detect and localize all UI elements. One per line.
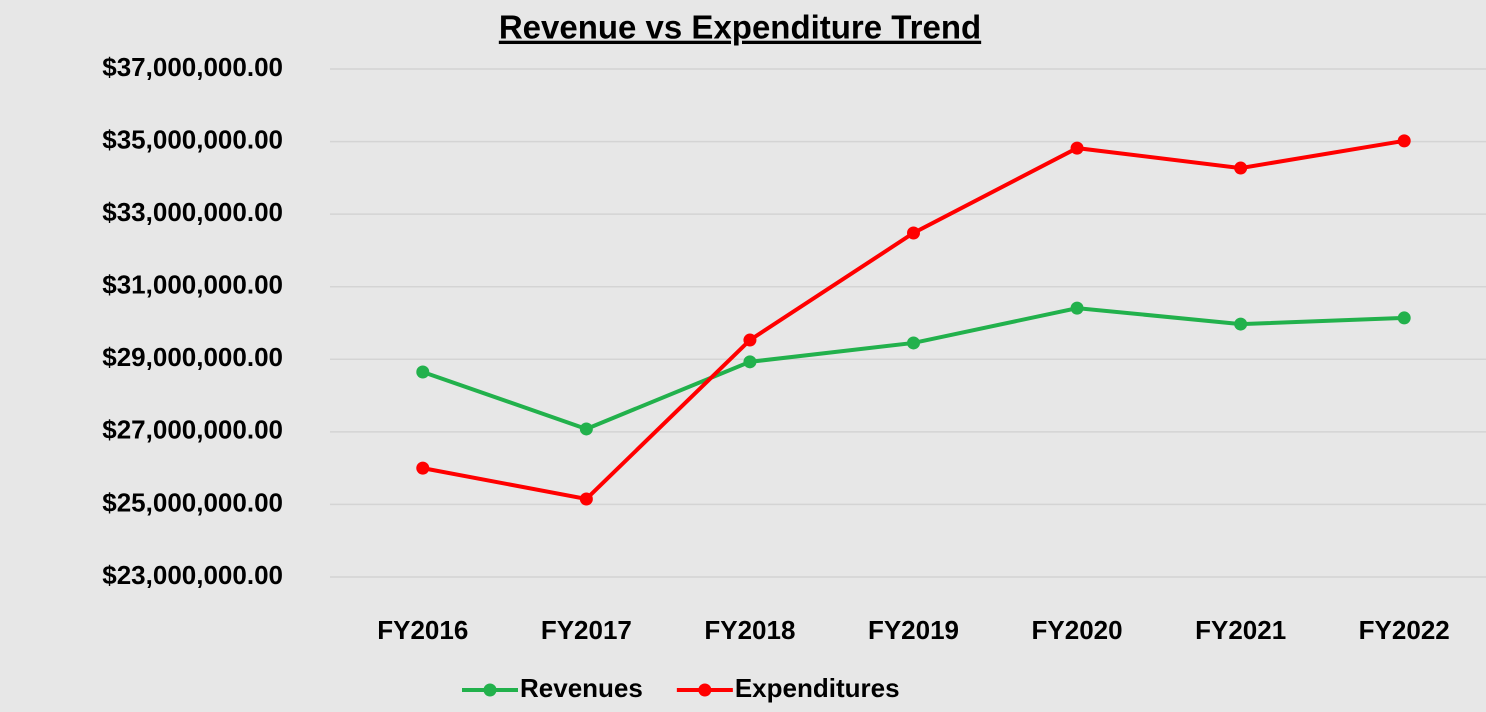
x-tick-label: FY2017 <box>541 615 632 645</box>
legend-marker <box>483 683 497 697</box>
y-tick-label: $33,000,000.00 <box>102 197 283 227</box>
y-tick-label: $31,000,000.00 <box>102 270 283 300</box>
legend-label: Revenues <box>520 673 643 703</box>
legend-label: Expenditures <box>735 673 900 703</box>
point <box>743 333 757 347</box>
point <box>907 226 920 240</box>
point <box>1397 134 1411 148</box>
x-tick-label: FY2021 <box>1195 615 1286 645</box>
y-tick-label: $25,000,000.00 <box>102 487 283 517</box>
point <box>416 461 430 475</box>
x-tick-label: FY2018 <box>704 615 795 645</box>
x-tick-label: FY2016 <box>377 615 468 645</box>
y-tick-label: $27,000,000.00 <box>102 415 283 445</box>
point <box>1234 317 1248 331</box>
x-tick-label: FY2022 <box>1359 615 1450 645</box>
y-tick-label: $29,000,000.00 <box>102 342 283 372</box>
point <box>1397 311 1411 325</box>
chart-title: Revenue vs Expenditure Trend <box>499 9 981 46</box>
legend-marker <box>698 683 712 697</box>
point <box>1070 141 1084 155</box>
point <box>1070 301 1084 315</box>
point <box>907 336 920 350</box>
y-tick-label: $35,000,000.00 <box>102 124 283 154</box>
point <box>1234 161 1248 175</box>
point <box>743 355 757 369</box>
point <box>416 365 430 379</box>
x-tick-label: FY2019 <box>868 615 959 645</box>
x-tick-label: FY2020 <box>1032 615 1123 645</box>
point <box>579 492 593 506</box>
y-tick-label: $23,000,000.00 <box>102 560 283 590</box>
y-tick-label: $37,000,000.00 <box>102 52 283 82</box>
point <box>579 422 593 436</box>
